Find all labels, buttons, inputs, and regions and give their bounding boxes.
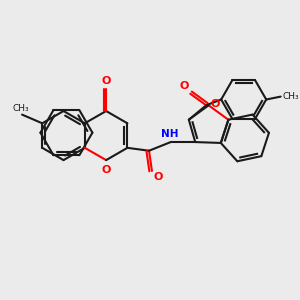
Text: O: O <box>211 99 220 109</box>
Text: O: O <box>101 165 111 175</box>
Text: O: O <box>101 76 111 86</box>
Text: CH₃: CH₃ <box>12 104 29 113</box>
Text: O: O <box>153 172 163 182</box>
Text: CH₃: CH₃ <box>283 92 300 101</box>
Text: O: O <box>179 81 189 92</box>
Text: NH: NH <box>160 129 178 139</box>
